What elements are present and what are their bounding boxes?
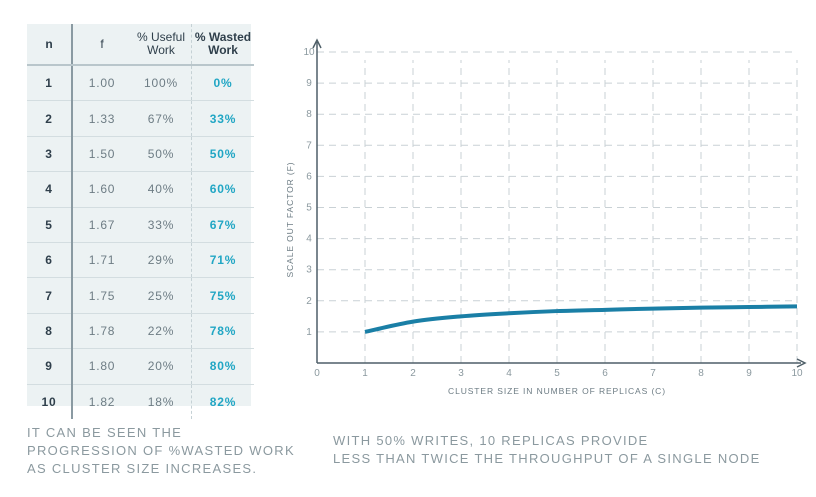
cell-f: 1.60: [72, 171, 131, 208]
x-tick-label: 2: [410, 368, 416, 379]
cell-n: 3: [27, 136, 73, 173]
x-tick-label: 4: [506, 368, 512, 379]
x-tick-label: 3: [458, 368, 464, 379]
data-table: n f % Useful Work % Wasted Work 1 1.00 100…: [27, 24, 254, 419]
cell-n: 4: [27, 171, 73, 208]
x-axis-title: CLUSTER SIZE IN NUMBER OF REPLICAS (C): [448, 386, 666, 396]
x-tick-label: 6: [602, 368, 608, 379]
table-panel: n f % Useful Work % Wasted Work 1 1.00 100…: [27, 24, 254, 419]
cell-wasted-work: 78%: [191, 313, 254, 350]
table-row: 10 1.82 18% 82%: [27, 384, 254, 419]
x-tick-label: 10: [791, 368, 803, 379]
cell-f: 1.80: [72, 348, 131, 385]
cell-n: 2: [27, 100, 73, 137]
cell-f: 1.00: [72, 65, 131, 102]
cell-wasted-work: 80%: [191, 348, 254, 385]
y-tick-label: 7: [306, 140, 312, 151]
x-axis-arrow-icon: [796, 358, 807, 368]
cell-n: 7: [27, 277, 73, 314]
cell-f: 1.67: [72, 207, 131, 243]
cell-n: 5: [27, 207, 73, 243]
cell-f: 1.75: [72, 277, 131, 314]
cell-useful-work: 22%: [131, 313, 192, 350]
x-tick-label: 7: [650, 368, 656, 379]
y-tick-label: 2: [306, 296, 312, 307]
cell-f: 1.71: [72, 242, 131, 279]
cell-f: 1.33: [72, 100, 131, 137]
header-f: f: [72, 24, 131, 66]
cell-useful-work: 20%: [131, 348, 192, 385]
table-row: 9 1.80 20% 80%: [27, 348, 254, 385]
cell-n: 1: [27, 65, 73, 102]
cell-wasted-work: 60%: [191, 171, 254, 208]
grid-lines: [317, 51, 798, 363]
cell-wasted-work: 50%: [191, 136, 254, 173]
y-axis-arrow-icon: [312, 38, 322, 49]
cell-f: 1.82: [88, 394, 116, 409]
table-header-row: n f % Useful Work % Wasted Work: [27, 24, 254, 66]
cell-useful-work: 67%: [131, 100, 192, 137]
cell-wasted-work: 0%: [191, 65, 254, 102]
y-tick-label: 8: [306, 109, 312, 120]
caption-left: IT CAN BE SEEN THE PROGRESSION OF %WASTE…: [27, 425, 295, 476]
table-body: 1 1.00 100% 0% 2 1.33 67% 33% 3 1.50 50% 50% 4 1.60 40…: [27, 65, 254, 419]
cell-useful-work: 50%: [131, 136, 192, 173]
cell-useful-work: 100%: [131, 65, 192, 102]
cell-wasted-work: 82%: [209, 394, 237, 409]
caption-right: WITH 50% WRITES, 10 REPLICAS PROVIDE LES…: [333, 433, 761, 466]
x-tick-label: 5: [554, 368, 560, 379]
cell-useful-work: 18%: [131, 384, 192, 419]
y-tick-label: 3: [306, 265, 312, 276]
cell-n: 6: [27, 242, 73, 279]
y-axis-title: SCALE OUT FACTOR (F): [285, 162, 295, 278]
y-tick-label: 6: [306, 171, 312, 182]
cell-wasted-work: 33%: [191, 100, 254, 137]
cell-useful-work: 33%: [131, 207, 192, 243]
cell-wasted-work: 71%: [191, 242, 254, 279]
header-n: n: [27, 24, 73, 66]
tick-labels: 0 1 2 3 4 5 6 7 8 9 10 1 2 3 4 5 6 7 8 9 10: [303, 47, 803, 379]
cell-useful-work: 25%: [131, 277, 192, 314]
cell-useful-work: 40%: [131, 171, 192, 208]
cell-n: 10: [27, 384, 73, 419]
table-row: 4 1.60 40% 60%: [27, 171, 254, 208]
y-tick-label: 10: [303, 47, 315, 58]
series-lines: [364, 304, 798, 334]
table-row: 6 1.71 29% 71%: [27, 242, 254, 279]
axes: [312, 38, 807, 368]
table-row: 7 1.75 25% 75%: [27, 277, 254, 314]
table-row: 1 1.00 100% 0%: [27, 65, 254, 102]
cell-wasted-work: 75%: [191, 277, 254, 314]
x-tick-label: 9: [746, 368, 752, 379]
y-tick-label: 9: [306, 78, 312, 89]
cell-f: 1.78: [72, 313, 131, 350]
cell-useful-work: 29%: [131, 242, 192, 279]
x-tick-label: 1: [362, 368, 368, 379]
table-row: 5 1.67 33% 67%: [27, 207, 254, 243]
header-wasted-work: % Wasted Work: [191, 24, 254, 66]
y-tick-label: 1: [306, 327, 312, 338]
series-line: [364, 304, 798, 334]
x-tick-label: 0: [314, 368, 320, 379]
cell-wasted-work: 67%: [191, 207, 254, 243]
y-tick-label: 4: [306, 234, 312, 245]
table-row: 2 1.33 67% 33%: [27, 100, 254, 137]
cell-n: 8: [27, 313, 73, 350]
x-tick-label: 8: [698, 368, 704, 379]
cell-n: 9: [27, 348, 73, 385]
cell-f: 1.50: [72, 136, 131, 173]
table-row: 8 1.78 22% 78%: [27, 313, 254, 350]
table-row: 3 1.50 50% 50%: [27, 136, 254, 173]
header-useful-work: % Useful Work: [131, 24, 192, 66]
y-tick-label: 5: [306, 203, 312, 214]
